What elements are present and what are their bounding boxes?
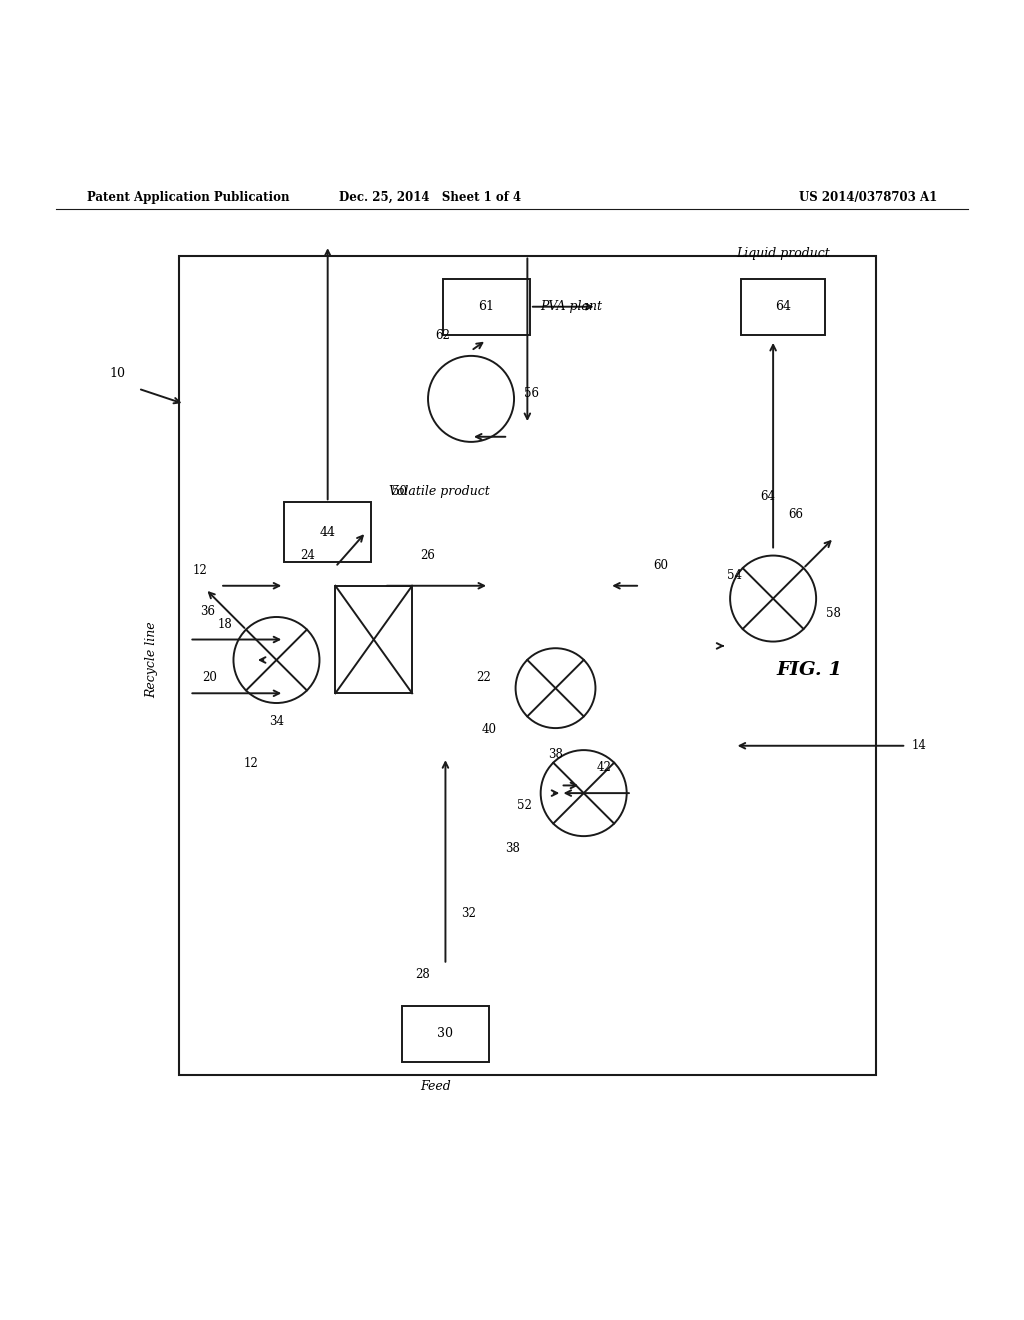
Text: Liquid product: Liquid product [736,247,830,260]
Circle shape [233,616,319,704]
Text: 62: 62 [435,329,451,342]
FancyBboxPatch shape [250,503,497,776]
Text: 54: 54 [727,569,742,582]
Text: Dec. 25, 2014   Sheet 1 of 4: Dec. 25, 2014 Sheet 1 of 4 [339,190,521,203]
Text: 12: 12 [244,758,258,771]
Text: 40: 40 [481,722,497,735]
Text: 34: 34 [269,715,284,727]
Text: Recycle line: Recycle line [145,622,158,698]
Text: 50: 50 [392,484,407,498]
Text: 61: 61 [478,300,495,313]
Text: 52: 52 [517,800,532,812]
FancyBboxPatch shape [523,569,756,822]
Text: Feed: Feed [420,1080,451,1093]
Text: 56: 56 [524,387,540,400]
Text: 66: 66 [788,508,804,521]
Text: 28: 28 [416,969,430,981]
Text: Volatile product: Volatile product [389,484,489,498]
Text: 58: 58 [826,607,842,620]
Bar [285,503,372,562]
Bar [442,279,530,335]
Text: 10: 10 [110,367,126,380]
Text: 14: 14 [911,739,927,752]
Text: 36: 36 [201,606,215,618]
Text: 24: 24 [300,549,315,561]
Bar [741,279,825,335]
Circle shape [515,648,596,729]
Text: 64: 64 [760,490,775,503]
Text: 26: 26 [420,549,435,561]
Circle shape [428,356,514,442]
Text: 22: 22 [476,672,492,684]
Bar [336,586,412,693]
Text: 60: 60 [653,558,668,572]
Text: 42: 42 [597,762,611,774]
Text: 20: 20 [203,672,217,684]
Text: US 2014/0378703 A1: US 2014/0378703 A1 [799,190,937,203]
FancyBboxPatch shape [391,396,786,627]
Bar [179,256,876,1074]
Circle shape [541,750,627,836]
Text: 12: 12 [193,564,207,577]
Text: 64: 64 [775,300,792,313]
Circle shape [730,556,816,642]
Text: 38: 38 [505,842,520,855]
Text: PVA plant: PVA plant [541,300,602,313]
Text: 18: 18 [218,618,232,631]
Text: 38: 38 [548,748,563,762]
Text: FIG. 1: FIG. 1 [776,661,842,680]
Text: Patent Application Publication: Patent Application Publication [87,190,290,203]
Text: 32: 32 [461,907,476,920]
Text: 44: 44 [319,525,336,539]
Text: 30: 30 [437,1027,454,1040]
Bar [401,1006,489,1061]
